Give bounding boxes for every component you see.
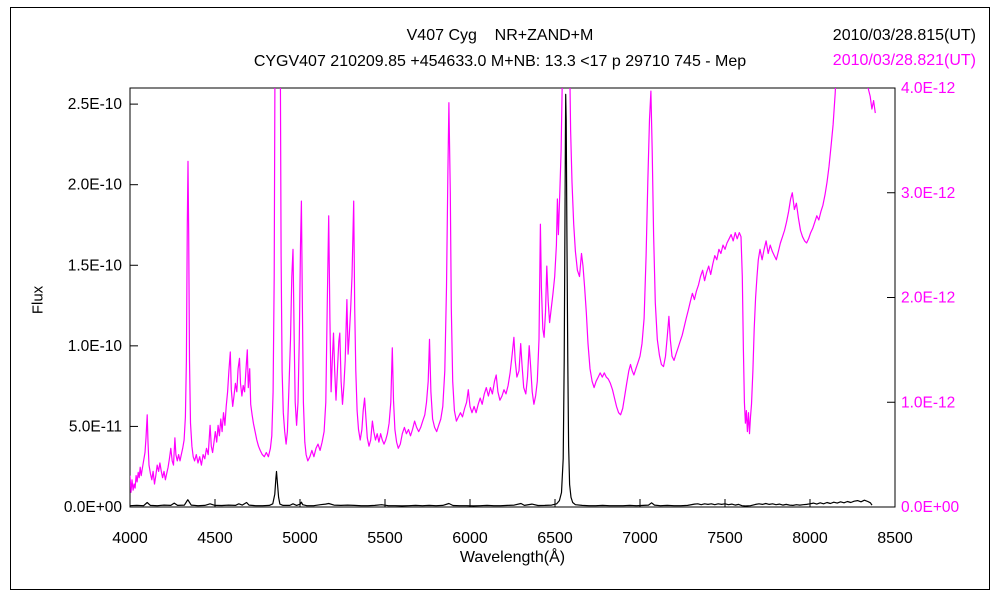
x-tick-label: 7000 (622, 530, 658, 547)
x-tick-label: 6500 (537, 530, 573, 547)
spectrum-series-magenta (130, 88, 876, 493)
legend-date-black: 2010/03/28.815(UT) (832, 27, 976, 44)
x-tick-label: 5000 (282, 530, 318, 547)
x-tick-label: 4500 (197, 530, 233, 547)
left-tick-label: 1.5E-10 (68, 257, 123, 274)
left-tick-label: 2.5E-10 (68, 96, 123, 113)
x-axis-label: Wavelength(Å) (459, 549, 566, 566)
chart-title: V407 Cyg NR+ZAND+M (406, 27, 594, 44)
right-tick-label: 0.0E+00 (901, 499, 960, 516)
left-tick-label: 1.0E-10 (68, 338, 123, 355)
x-tick-label: 7500 (707, 530, 743, 547)
left-tick-label: 2.0E-10 (68, 177, 123, 194)
x-tick-label: 4000 (112, 530, 148, 547)
legend-date-magenta: 2010/03/28.821(UT) (832, 52, 976, 69)
right-tick-label: 4.0E-12 (901, 80, 955, 97)
left-tick-label: 0.0E+00 (64, 499, 123, 516)
chart-subtitle: CYGV407 210209.85 +454633.0 M+NB: 13.3 <… (253, 53, 747, 70)
left-tick-label: 5.0E-11 (69, 418, 122, 435)
right-tick-label: 1.0E-12 (901, 394, 955, 411)
x-tick-label: 8500 (877, 530, 913, 547)
right-tick-label: 2.0E-12 (901, 290, 955, 307)
x-tick-label: 8000 (792, 530, 828, 547)
x-tick-label: 6000 (452, 530, 488, 547)
spectrum-series-black (130, 93, 873, 507)
x-tick-label: 5500 (367, 530, 403, 547)
figure-border (10, 7, 990, 590)
plot-frame (129, 87, 896, 508)
right-tick-label: 3.0E-12 (901, 185, 955, 202)
